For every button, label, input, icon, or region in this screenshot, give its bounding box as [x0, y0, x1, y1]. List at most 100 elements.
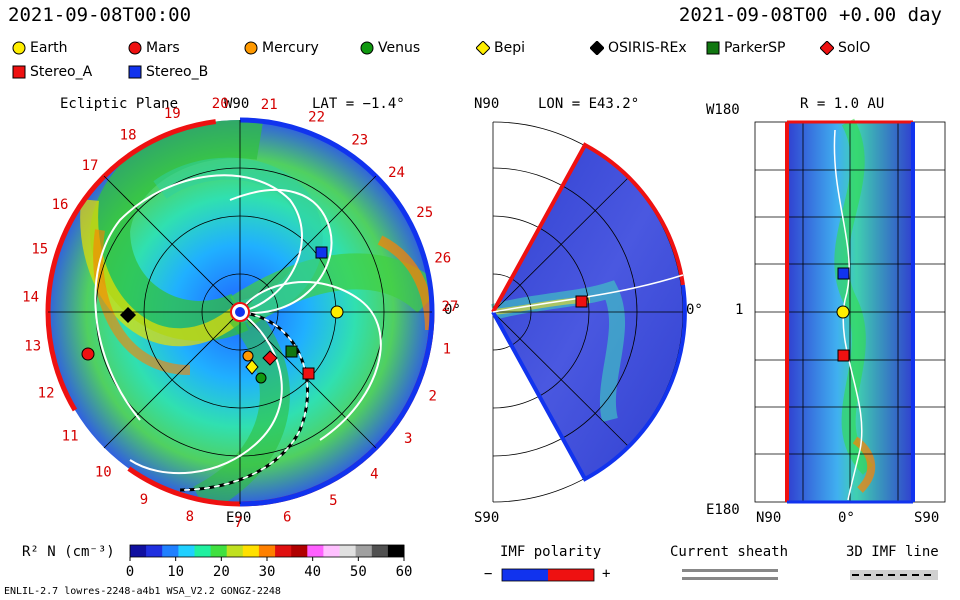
legend-stereo_b: Stereo_B	[128, 64, 208, 80]
colorbar-segment	[371, 545, 389, 557]
meridional-top-label: N90	[474, 96, 500, 112]
carrington-label: 20	[212, 96, 229, 112]
legend-osiris-label: OSIRIS-REx	[608, 40, 687, 56]
colorbar-segment	[226, 545, 244, 557]
radial-mid-left: 1	[735, 302, 744, 318]
legend-stereo_b-label: Stereo_B	[146, 64, 209, 80]
ecliptic-top-label: W90	[224, 96, 250, 112]
stereo-a-marker	[302, 367, 315, 380]
legend-venus-label: Venus	[378, 40, 421, 56]
radial-bottom-0: 0°	[838, 510, 855, 526]
imf-plus-label: +	[602, 566, 611, 582]
carrington-label: 22	[308, 110, 325, 126]
carrington-label: 17	[82, 158, 99, 174]
legend-bepi-icon	[476, 41, 490, 55]
legend-solo-icon	[820, 41, 834, 55]
carrington-label: 16	[52, 197, 69, 213]
colorbar-tick-label: 50	[350, 564, 367, 580]
colorbar-segment	[162, 545, 179, 557]
lat-label: LAT = −1.4°	[312, 96, 405, 112]
legend-mercury-icon	[244, 41, 258, 55]
footer-left: ENLIL-2.7 lowres-2248-a4b1 WSA_V2.2 GONG…	[4, 586, 281, 597]
colorbar-tick-label: 0	[126, 564, 134, 580]
mars-marker	[81, 347, 95, 361]
ecliptic-bodies	[81, 246, 344, 384]
colorbar-tick-label: 30	[259, 564, 276, 580]
venus-marker	[255, 372, 267, 384]
carrington-label: 14	[22, 290, 39, 306]
carrington-label: 1	[443, 342, 451, 358]
ecliptic-title: Ecliptic Plane	[60, 96, 179, 112]
carrington-label: 11	[62, 428, 79, 444]
ecliptic-bottom-label: E90	[226, 510, 252, 526]
legend-stereo_b-icon	[128, 65, 142, 79]
legend-osiris: OSIRIS-REx	[590, 40, 687, 56]
datetime-left: 2021-09-08T00:00	[8, 4, 192, 26]
colorbar-tick-label: 10	[167, 564, 184, 580]
legend-osiris-icon	[590, 41, 604, 55]
legend-mars-icon	[128, 41, 142, 55]
carrington-label: 15	[31, 242, 48, 258]
colorbar-label: R² N (cm⁻³)	[22, 544, 115, 560]
carrington-label: 23	[351, 133, 368, 149]
legend-bepi: Bepi	[476, 40, 525, 56]
carrington-label: 21	[261, 97, 278, 113]
ecliptic-right-label: 0°	[444, 302, 461, 318]
legend-earth: Earth	[12, 40, 68, 56]
mercury-marker	[242, 350, 254, 362]
meridional-right-label: 0°	[686, 302, 703, 318]
legend-mars: Mars	[128, 40, 180, 56]
legend-bepi-label: Bepi	[494, 40, 525, 56]
colorbar-tick-label: 60	[396, 564, 413, 580]
earth-marker	[330, 305, 344, 319]
carrington-label: 9	[140, 492, 148, 508]
carrington-label: 24	[388, 165, 405, 181]
radial-earth-marker	[836, 305, 850, 319]
carrington-label: 6	[283, 510, 291, 526]
legend-earth-icon	[12, 41, 26, 55]
radial-bottom-n90: N90	[756, 510, 782, 526]
radial-top-left: W180	[706, 102, 740, 118]
legend-solo: SolO	[820, 40, 870, 56]
stereo-b-marker	[315, 246, 328, 259]
meridional-stereo-a-marker	[575, 295, 588, 308]
colorbar-segment	[242, 545, 260, 557]
legend-venus-icon	[360, 41, 374, 55]
imf-minus-label: −	[484, 566, 493, 582]
radial-plot	[754, 118, 946, 504]
colorbar-tick-label: 20	[213, 564, 230, 580]
carrington-label: 4	[370, 466, 378, 482]
colorbar-segment	[307, 545, 324, 557]
carrington-label: 12	[38, 386, 55, 402]
legend-parker-icon	[706, 41, 720, 55]
legend-earth-label: Earth	[30, 40, 68, 56]
carrington-label: 8	[186, 509, 194, 525]
carrington-label: 27	[441, 299, 458, 315]
colorbar-segment	[130, 545, 147, 557]
carrington-label: 25	[416, 205, 433, 221]
legend-mars-label: Mars	[146, 40, 180, 56]
current-sheath-sample	[682, 569, 778, 580]
colorbar-segment	[339, 545, 357, 557]
carrington-label: 5	[329, 493, 337, 509]
radial-bottom-s90: S90	[914, 510, 940, 526]
imf-polarity-label: IMF polarity	[500, 544, 602, 560]
meridional-bottom-label: S90	[474, 510, 500, 526]
carrington-label: 10	[95, 464, 112, 480]
osiris-rex-marker	[120, 307, 136, 323]
legend-mercury: Mercury	[244, 40, 319, 56]
colorbar-segment	[323, 545, 340, 557]
parker-marker	[285, 345, 298, 358]
carrington-label: 26	[434, 251, 451, 267]
carrington-label: 18	[120, 127, 137, 143]
meridional-plot	[491, 121, 687, 503]
legend-solo-label: SolO	[838, 40, 871, 56]
colorbar-segment	[210, 545, 228, 557]
radial-r-label: R = 1.0 AU	[800, 96, 885, 112]
colorbar-segment	[258, 545, 276, 557]
colorbar-tick-label: 40	[304, 564, 321, 580]
legend-parker-label: ParkerSP	[724, 40, 786, 56]
colorbar-segment	[194, 545, 212, 557]
ecliptic-plane-plot	[45, 117, 435, 507]
